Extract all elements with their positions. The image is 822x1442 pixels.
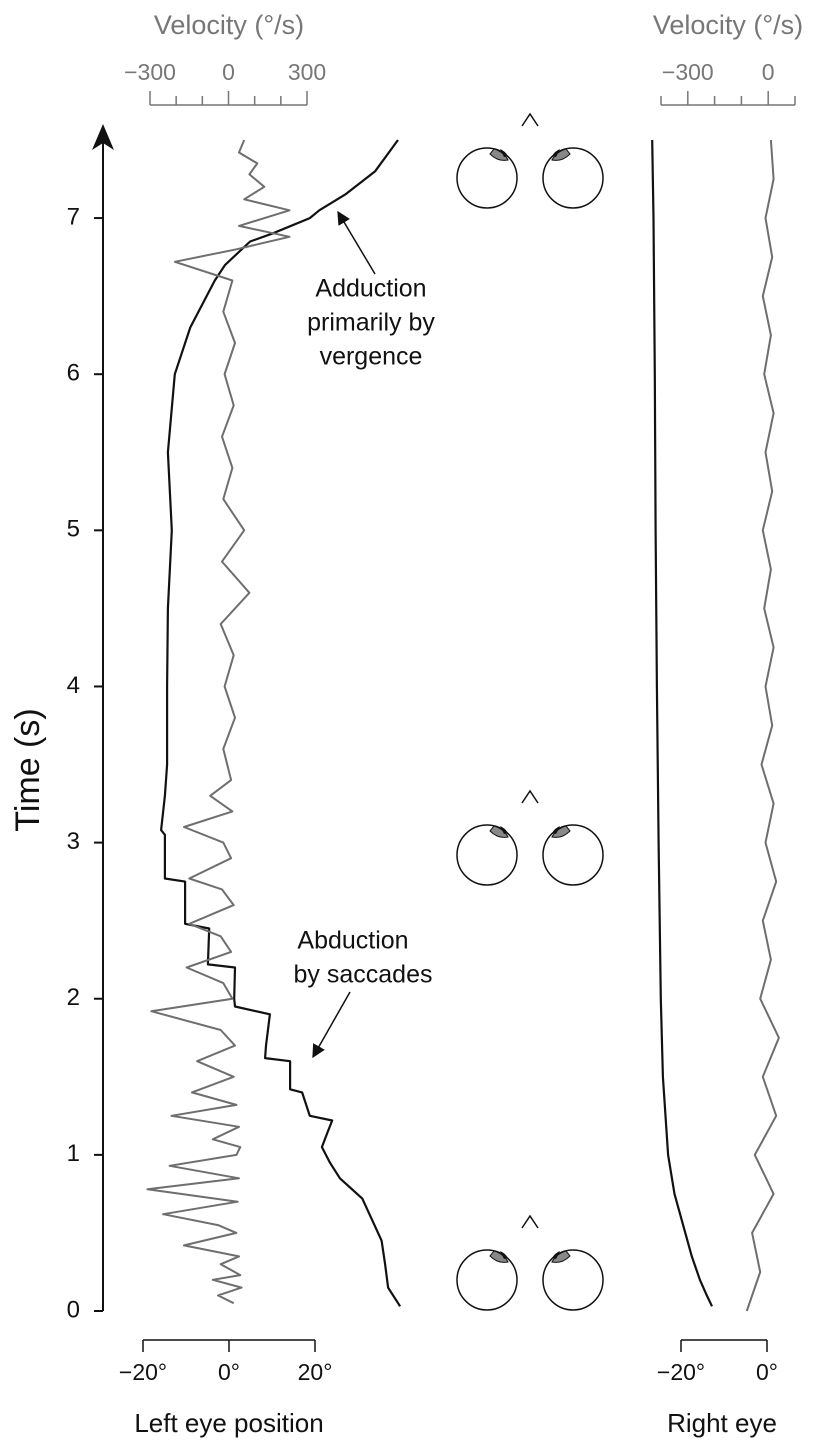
x2-tick-label: 0 bbox=[222, 59, 235, 85]
x2-tick-label: −300 bbox=[124, 59, 176, 85]
x2-tick-label: 300 bbox=[288, 59, 326, 85]
y-tick-label: 0 bbox=[67, 1296, 80, 1323]
annotation-arrow bbox=[337, 210, 376, 275]
x-axis-label: Right eye bbox=[667, 1408, 777, 1438]
x-tick-label: −20° bbox=[657, 1359, 705, 1385]
x2-tick-label: 0 bbox=[762, 59, 775, 85]
x-tick-label: 20° bbox=[298, 1359, 333, 1385]
y-tick-label: 7 bbox=[67, 203, 80, 230]
y-tick-label: 6 bbox=[67, 360, 80, 387]
annotation: vergence bbox=[320, 343, 423, 371]
x-tick-label: 0° bbox=[756, 1359, 778, 1385]
x2-tick-label: −300 bbox=[662, 59, 714, 85]
y-axis-arrow bbox=[92, 124, 114, 150]
annotation: Adduction bbox=[315, 275, 426, 303]
y-tick-label: 1 bbox=[67, 1140, 80, 1167]
x-axis-label: Left eye position bbox=[134, 1408, 323, 1438]
y-tick-label: 4 bbox=[67, 672, 80, 699]
annotation: by saccades bbox=[294, 961, 433, 989]
position-trace bbox=[160, 139, 402, 1307]
annotation: Abduction bbox=[297, 927, 408, 955]
y-axis-label: Time (s) bbox=[9, 708, 47, 831]
x2-axis-label: Velocity (°/s) bbox=[653, 10, 803, 40]
position-trace bbox=[651, 139, 713, 1307]
velocity-trace bbox=[745, 139, 780, 1312]
annotation-arrow bbox=[312, 991, 351, 1059]
y-tick-label: 3 bbox=[67, 828, 80, 855]
annotation: primarily by bbox=[307, 309, 435, 337]
eye-icon bbox=[456, 1215, 604, 1311]
x-tick-label: −20° bbox=[119, 1359, 167, 1385]
y-tick-label: 2 bbox=[67, 984, 80, 1011]
eye-icon bbox=[456, 113, 604, 209]
eye-icon bbox=[456, 790, 604, 886]
x2-axis-label: Velocity (°/s) bbox=[154, 10, 304, 40]
velocity-trace bbox=[146, 139, 291, 1305]
y-tick-label: 5 bbox=[67, 516, 80, 543]
x-tick-label: 0° bbox=[218, 1359, 240, 1385]
